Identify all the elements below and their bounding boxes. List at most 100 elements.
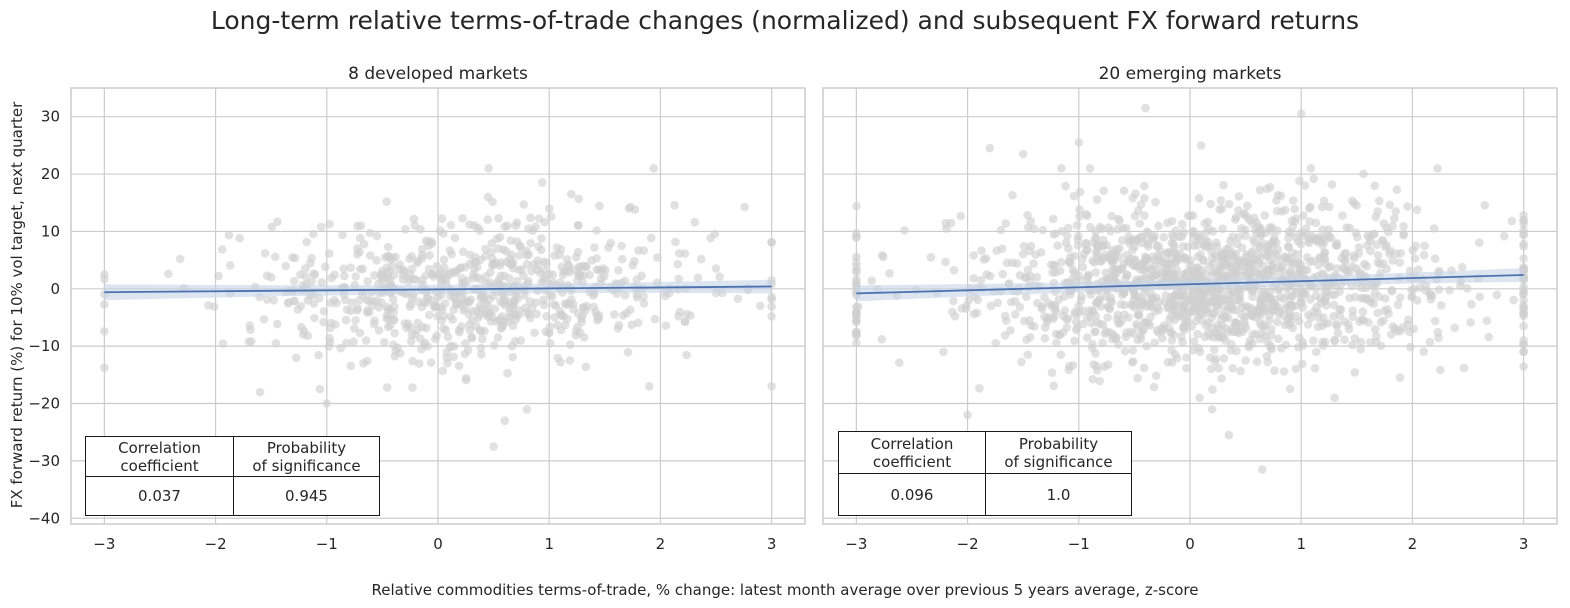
scatter-point: [1071, 307, 1080, 317]
scatter-point: [1252, 357, 1262, 366]
scatter-point: [1341, 248, 1351, 258]
scatter-point: [1260, 211, 1269, 220]
scatter-point: [1216, 196, 1226, 205]
scatter-point: [426, 358, 436, 367]
scatter-point: [1122, 270, 1132, 280]
scatter-point: [1195, 393, 1204, 403]
scatter-point: [1519, 362, 1528, 371]
scatter-point: [1268, 259, 1278, 268]
scatter-point: [273, 217, 282, 226]
scatter-point: [1203, 217, 1213, 227]
scatter-point: [1234, 192, 1244, 201]
scatter-point: [296, 301, 306, 311]
scatter-point: [1139, 363, 1149, 373]
scatter-point: [852, 327, 861, 336]
scatter-point: [1210, 345, 1219, 355]
scatter-point: [1128, 329, 1138, 338]
scatter-point: [1118, 224, 1128, 233]
scatter-point: [1242, 212, 1252, 222]
scatter-point: [1385, 200, 1395, 210]
scatter-point: [1208, 227, 1218, 236]
scatter-point: [1146, 289, 1156, 298]
scatter-point: [1240, 320, 1249, 330]
scatter-point: [382, 197, 392, 206]
scatter-point: [522, 260, 532, 269]
scatter-point: [1350, 253, 1359, 263]
scatter-point: [1407, 292, 1417, 302]
scatter-point: [493, 333, 503, 342]
scatter-point: [1362, 261, 1371, 271]
scatter-point: [405, 254, 414, 264]
scatter-point: [852, 317, 861, 327]
scatter-point: [467, 315, 477, 325]
scatter-point: [1371, 212, 1381, 222]
scatter-point: [515, 306, 524, 315]
scatter-point: [1173, 251, 1182, 261]
scatter-point: [715, 272, 724, 282]
scatter-point: [1482, 316, 1492, 326]
scatter-point: [100, 363, 109, 373]
scatter-point: [1398, 323, 1407, 332]
scatter-point: [610, 310, 619, 319]
scatter-point: [1258, 267, 1268, 277]
scatter-point: [260, 249, 270, 258]
scatter-point: [481, 272, 491, 281]
scatter-point: [481, 244, 490, 254]
scatter-point: [1057, 164, 1066, 173]
scatter-point: [767, 237, 776, 247]
scatter-point: [1325, 232, 1334, 241]
scatter-point: [402, 323, 411, 333]
scatter-point: [519, 200, 528, 209]
scatter-point: [1279, 367, 1289, 376]
scatter-point: [1143, 242, 1153, 251]
scatter-point: [1348, 306, 1358, 316]
scatter-point: [1008, 258, 1017, 268]
scatter-point: [1230, 254, 1239, 264]
scatter-point: [1068, 274, 1078, 283]
scatter-point: [1244, 342, 1254, 352]
scatter-point: [562, 300, 572, 309]
scatter-point: [1519, 311, 1528, 321]
scatter-point: [522, 405, 532, 414]
scatter-point: [281, 261, 291, 271]
scatter-point: [1247, 304, 1257, 313]
scatter-point: [895, 358, 904, 368]
scatter-point: [1309, 336, 1318, 346]
scatter-point: [1055, 330, 1064, 339]
scatter-point: [537, 178, 547, 187]
scatter-point: [511, 221, 520, 230]
scatter-point: [353, 244, 362, 253]
scatter-point: [259, 315, 269, 324]
scatter-point: [347, 298, 357, 308]
scatter-point: [1178, 242, 1188, 251]
scatter-point: [547, 212, 556, 221]
regression-line: [104, 285, 772, 294]
scatter-point: [1166, 328, 1176, 337]
scatter-point: [1150, 307, 1160, 316]
scatter-point: [1426, 291, 1435, 300]
scatter-point: [1466, 318, 1475, 327]
scatter-point: [1196, 141, 1206, 150]
scatter-point: [100, 274, 109, 284]
scatter-point: [1284, 227, 1293, 237]
scatter-point: [620, 291, 630, 300]
scatter-point: [1395, 258, 1404, 267]
scatter-point: [1370, 181, 1379, 191]
scatter-point: [372, 255, 381, 265]
scatter-point: [1064, 257, 1074, 267]
scatter-point: [1032, 272, 1042, 282]
scatter-point: [578, 311, 587, 321]
scatter-point: [634, 246, 643, 255]
scatter-point: [1358, 307, 1368, 316]
scatter-point: [1082, 211, 1092, 220]
scatter-point: [1290, 204, 1299, 214]
scatter-point: [1050, 261, 1060, 270]
scatter-point: [1006, 326, 1015, 335]
scatter-point: [1457, 262, 1467, 272]
scatter-point: [1104, 360, 1113, 370]
scatter-point: [1390, 214, 1399, 223]
scatter-point: [1348, 340, 1357, 350]
scatter-point: [733, 294, 743, 304]
scatter-point: [1142, 341, 1151, 351]
scatter-point: [1218, 224, 1227, 234]
